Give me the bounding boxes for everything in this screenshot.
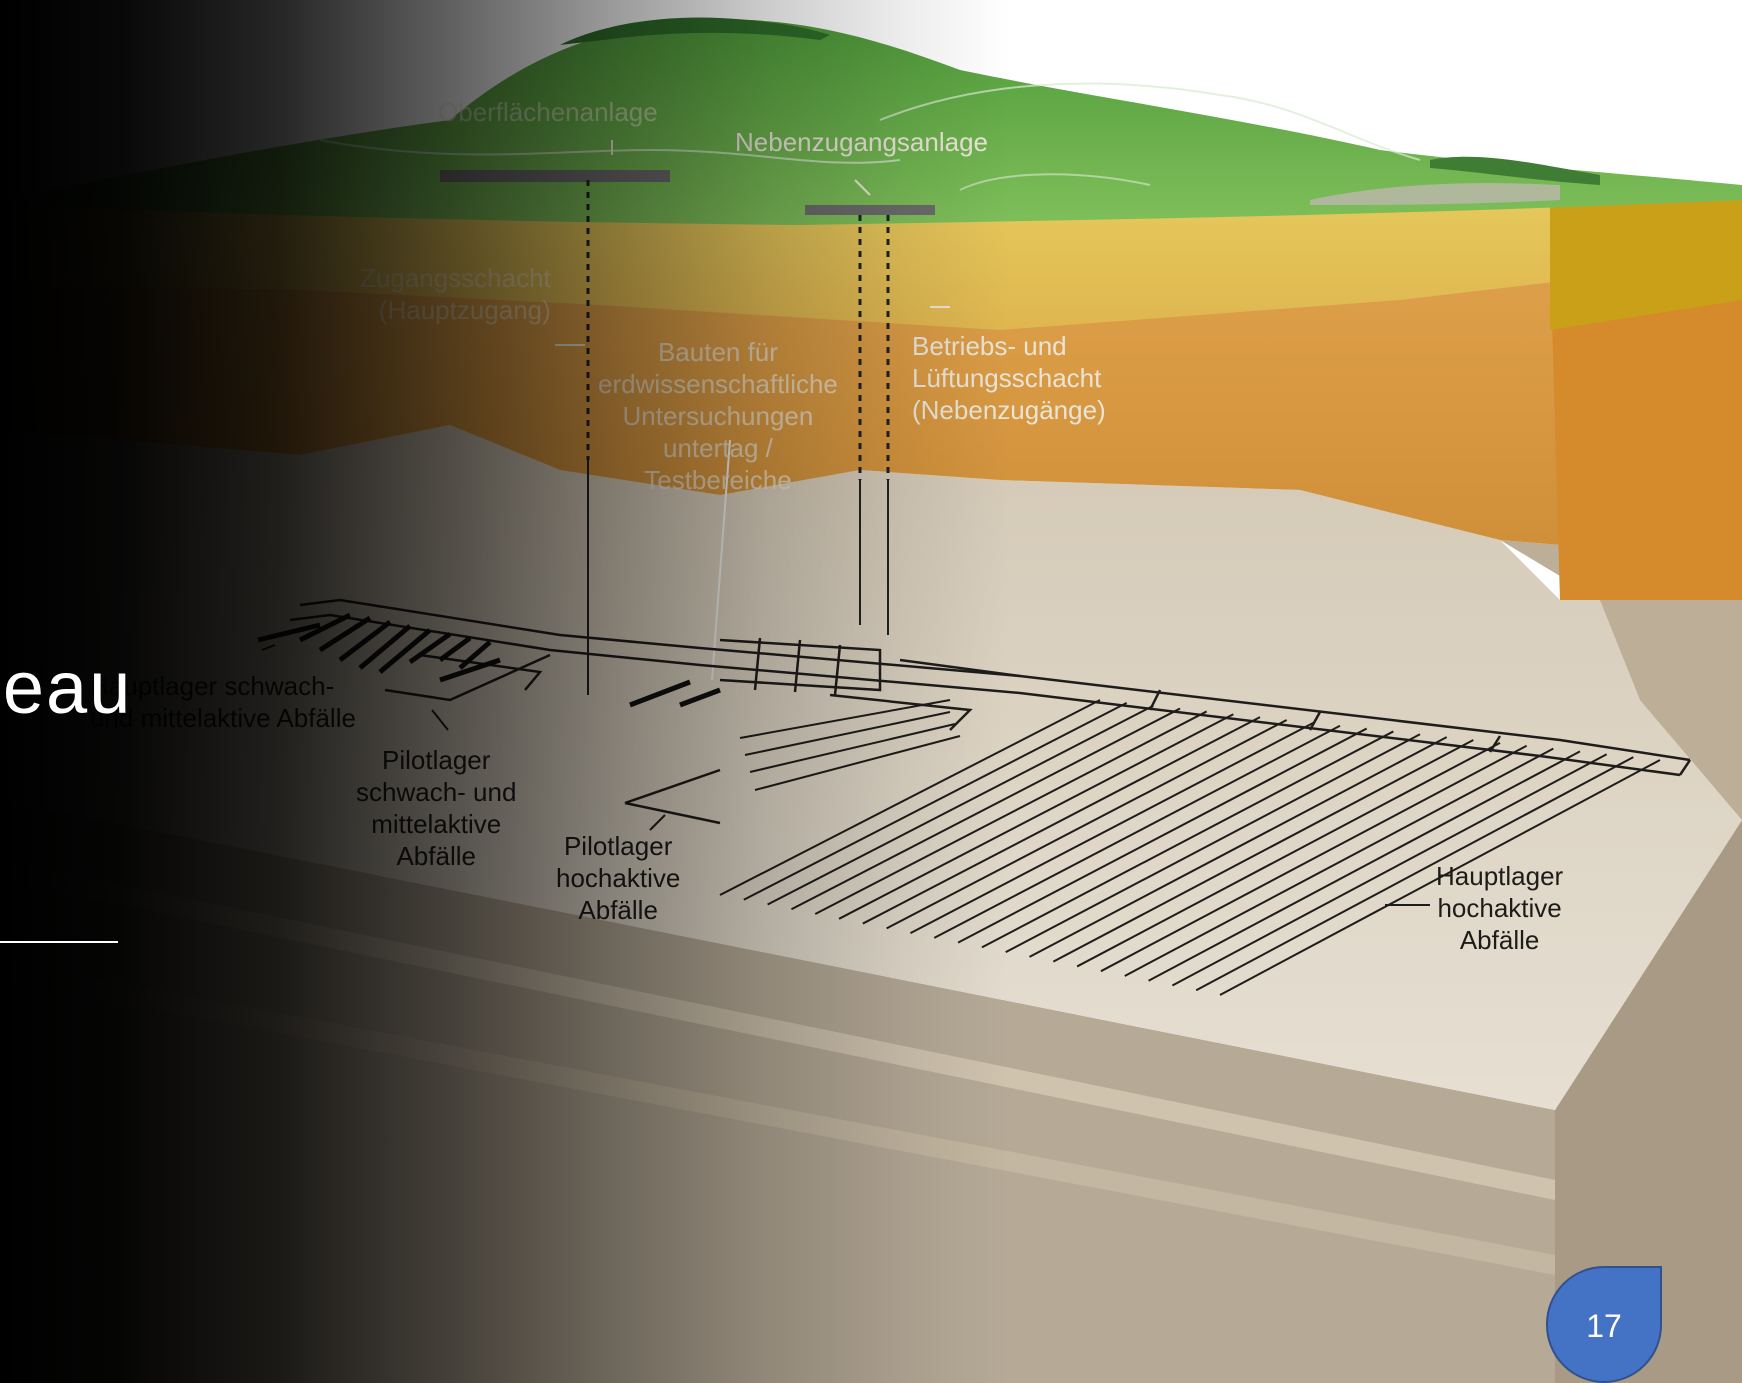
label-zugangsschacht-line1: Zugangsschacht — [360, 263, 551, 293]
slide-title: Niveau — [0, 645, 132, 730]
label-hauptlager-haa: Hauptlager hochaktive Abfälle — [1436, 860, 1563, 956]
page-number-badge: 17 — [1546, 1266, 1662, 1383]
label-betriebs: Betriebs- und Lüftungsschacht (Nebenzugä… — [912, 330, 1106, 426]
label-bauten-line5: Testbereiche — [644, 465, 792, 495]
label-pilot-sma-line2: schwach- und — [356, 777, 517, 807]
label-pilot-haa-line1: Pilotlager — [563, 831, 673, 861]
label-betriebs-line2: Lüftungsschacht — [912, 363, 1102, 393]
label-bauten-line2: erdwissenschaftliche — [598, 369, 838, 399]
label-nebenzugangsanlage: Nebenzugangsanlage — [735, 127, 988, 157]
label-pilot-sma-line1: Pilotlager — [382, 745, 491, 775]
label-pilot-sma-line4: Abfälle — [396, 841, 476, 871]
label-pilot-sma: Pilotlager schwach- und mittelaktive Abf… — [356, 744, 516, 872]
surface-facility — [440, 170, 670, 182]
label-hauptlager-haa-line1: Hauptlager — [1436, 861, 1564, 891]
label-bauten: Bauten für erdwissenschaftliche Untersuc… — [598, 336, 838, 496]
label-betriebs-line3: (Nebenzugänge) — [912, 395, 1106, 425]
label-pilot-haa-line2: hochaktive — [556, 863, 681, 893]
label-bauten-line4: untertag / — [663, 433, 773, 463]
secondary-facility — [805, 205, 935, 215]
label-betriebs-line1: Betriebs- und — [912, 331, 1067, 361]
slide-title-text: eau — [2, 646, 133, 729]
label-pilot-haa-line3: Abfälle — [578, 895, 658, 925]
label-bauten-line1: Bauten für — [657, 337, 778, 367]
page-number: 17 — [1586, 1308, 1622, 1344]
label-pilot-sma-line3: mittelaktive — [371, 809, 502, 839]
label-hauptlager-haa-line2: hochaktive — [1437, 893, 1562, 923]
label-zugangsschacht: Zugangsschacht (Hauptzugang) — [360, 262, 551, 326]
label-pilot-haa: Pilotlager hochaktive Abfälle — [556, 830, 680, 926]
label-hauptlager-haa-line3: Abfälle — [1459, 925, 1540, 955]
label-bauten-line3: Untersuchungen — [622, 401, 814, 431]
label-oberflaechenanlage: Oberflächenanlage — [438, 97, 658, 127]
label-zugangsschacht-line2: (Hauptzugang) — [378, 295, 551, 325]
title-underline — [0, 941, 118, 943]
